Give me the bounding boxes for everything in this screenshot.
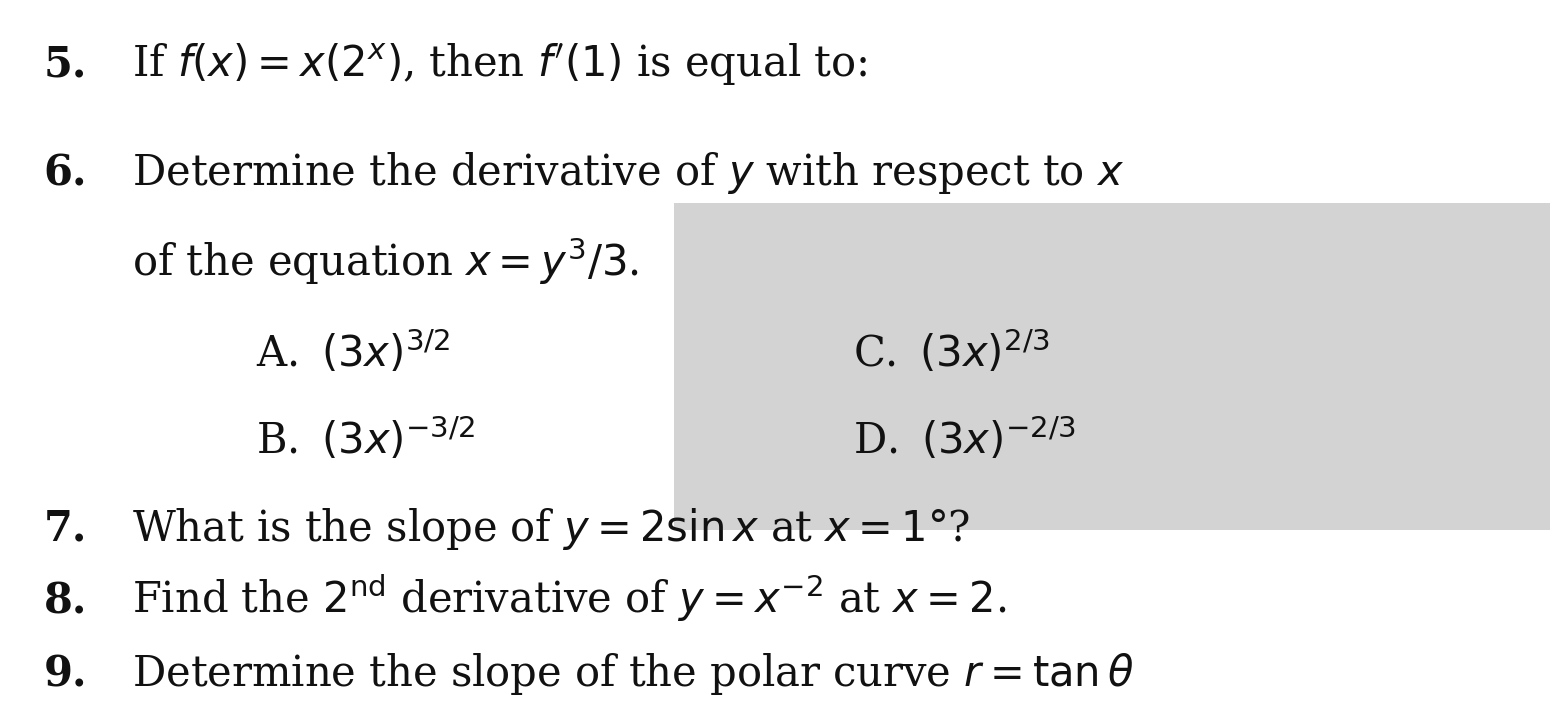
Text: D.  $(3x)^{-2/3}$: D. $(3x)^{-2/3}$	[853, 415, 1076, 462]
Text: Determine the slope of the polar curve $r = \tan\theta$: Determine the slope of the polar curve $…	[132, 651, 1133, 697]
Text: 9.: 9.	[43, 653, 87, 695]
Text: B.  $(3x)^{-3/2}$: B. $(3x)^{-3/2}$	[256, 415, 474, 462]
Text: 7.: 7.	[43, 508, 87, 550]
Text: 5.: 5.	[43, 44, 87, 85]
Text: C.  $(3x)^{2/3}$: C. $(3x)^{2/3}$	[853, 328, 1049, 375]
Bar	[674, 203, 1550, 530]
Text: If $f(x) = x(2^x)$, then $f'(1)$ is equal to:: If $f(x) = x(2^x)$, then $f'(1)$ is equa…	[132, 41, 866, 87]
Text: What is the slope of $y = 2\sin x$ at $x = 1\degree$?: What is the slope of $y = 2\sin x$ at $x…	[132, 506, 970, 552]
Text: Determine the derivative of $y$ with respect to $x$: Determine the derivative of $y$ with res…	[132, 150, 1124, 196]
Text: A.  $(3x)^{3/2}$: A. $(3x)^{3/2}$	[256, 328, 449, 375]
Text: 8.: 8.	[43, 581, 87, 622]
Text: Find the $2^{\mathrm{nd}}$ derivative of $y = x^{-2}$ at $x = 2$.: Find the $2^{\mathrm{nd}}$ derivative of…	[132, 572, 1006, 624]
Text: of the equation $x = y^3/3$.: of the equation $x = y^3/3$.	[132, 235, 639, 287]
Text: 6.: 6.	[43, 152, 87, 194]
